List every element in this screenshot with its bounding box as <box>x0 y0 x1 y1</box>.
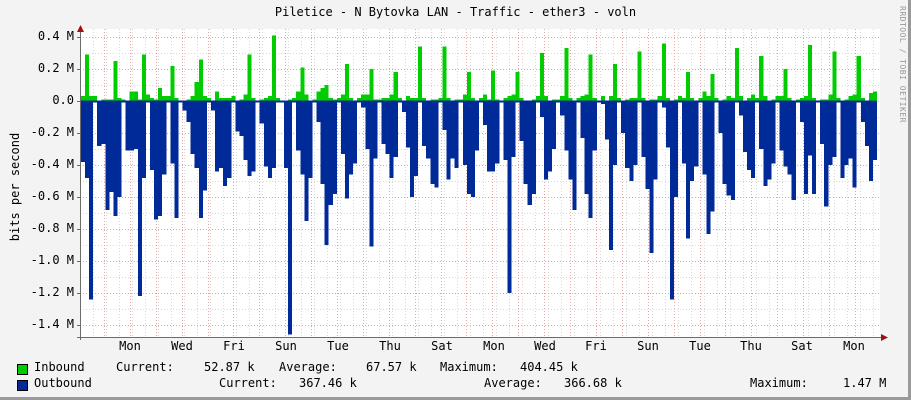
outbound-average-value: 366.68 k <box>564 376 622 390</box>
inbound-swatch <box>17 364 28 375</box>
outbound-label: Outbound <box>34 376 92 390</box>
inbound-maximum-value: 404.45 k <box>520 360 578 374</box>
x-tick-label: Wed <box>534 339 556 353</box>
y-tick-label: 0.0 <box>52 93 74 107</box>
y-tick-label: -1.4 M <box>30 317 74 331</box>
y-tick-label: -0.4 M <box>30 157 74 171</box>
y-tick-label: -0.8 M <box>30 221 74 235</box>
inbound-average-label: Average: <box>279 360 337 374</box>
x-tick-label: Fri <box>223 339 245 353</box>
inbound-current-label: Current: <box>116 360 174 374</box>
graph-title: Piletice - N Bytovka LAN - Traffic - eth… <box>274 5 637 19</box>
y-tick-label: 0.2 M <box>37 61 74 75</box>
x-tick-label: Sat <box>791 339 813 353</box>
inbound-current-value: 52.87 k <box>204 360 255 374</box>
x-tick-label: Tue <box>327 339 349 353</box>
outbound-current-label: Current: <box>219 376 277 390</box>
x-tick-label: Fri <box>585 339 607 353</box>
inbound-label: Inbound <box>34 360 85 374</box>
x-tick-label: Mon <box>843 339 865 353</box>
x-tick-label: Wed <box>171 339 193 353</box>
y-tick-label: -1.0 M <box>30 253 74 267</box>
outbound-current-value: 367.46 k <box>299 376 357 390</box>
x-tick-label: Thu <box>740 339 762 353</box>
outbound-maximum-label: Maximum: <box>750 376 808 390</box>
inbound-maximum-label: Maximum: <box>440 360 498 374</box>
outbound-maximum-value: 1.47 M <box>843 376 887 390</box>
rrdtool-watermark: RRDTOOL / TOBI OETIKER <box>898 6 907 123</box>
x-tick-label: Thu <box>379 339 401 353</box>
x-tick-label: Sat <box>431 339 453 353</box>
x-tick-label: Mon <box>483 339 505 353</box>
y-tick-label: -0.2 M <box>30 125 74 139</box>
y-tick-label: -0.6 M <box>30 189 74 203</box>
inbound-average-value: 67.57 k <box>366 360 417 374</box>
y-tick-label: 0.4 M <box>37 29 74 43</box>
x-tick-label: Sun <box>637 339 659 353</box>
y-tick-label: -1.2 M <box>30 285 74 299</box>
outbound-swatch <box>17 380 28 391</box>
x-tick-label: Mon <box>119 339 141 353</box>
x-tick-label: Tue <box>689 339 711 353</box>
outbound-average-label: Average: <box>484 376 542 390</box>
x-tick-label: Sun <box>275 339 297 353</box>
